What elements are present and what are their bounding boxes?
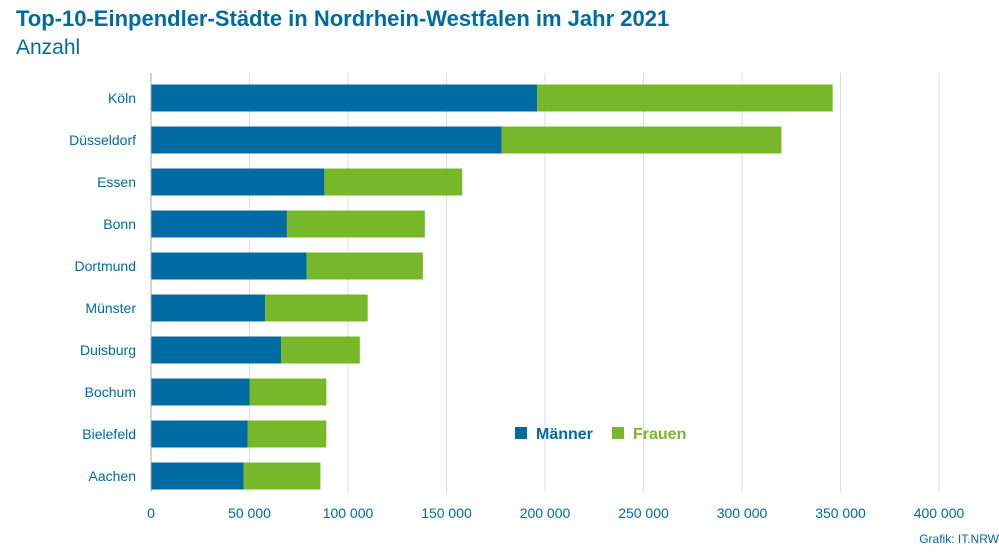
x-tick-label: 400 000	[914, 505, 965, 521]
category-label: Bochum	[85, 384, 136, 400]
legend-label-maenner: Männer	[536, 426, 593, 443]
category-label: Düsseldorf	[69, 132, 136, 148]
category-label: Duisburg	[80, 342, 136, 358]
x-tick-label: 350 000	[815, 505, 866, 521]
bar-maenner	[151, 168, 325, 196]
bar-frauen	[247, 420, 327, 448]
category-label: Essen	[97, 174, 136, 190]
x-tick-label: 300 000	[717, 505, 768, 521]
category-label: Bonn	[103, 216, 136, 232]
category-label: Dortmund	[75, 258, 136, 274]
category-label: Bielefeld	[82, 426, 136, 442]
bar-frauen	[265, 294, 368, 322]
bar-frauen	[537, 84, 833, 112]
bar-maenner	[151, 126, 502, 154]
legend-swatch-frauen	[612, 427, 624, 439]
legend-swatch-maenner	[515, 427, 527, 439]
category-label: Münster	[85, 300, 136, 316]
category-label: Aachen	[89, 468, 136, 484]
category-label: Köln	[108, 90, 136, 106]
bar-maenner	[151, 84, 538, 112]
source-credit: Grafik: IT.NRW	[919, 532, 999, 546]
x-tick-label: 0	[147, 505, 155, 521]
chart-subtitle: Anzahl	[16, 36, 81, 59]
bar-frauen	[243, 462, 321, 490]
bar-frauen	[249, 378, 327, 406]
bar-frauen	[324, 168, 463, 196]
bar-maenner	[151, 294, 266, 322]
x-tick-label: 100 000	[323, 505, 374, 521]
bar-maenner	[151, 462, 244, 490]
bar-maenner	[151, 378, 250, 406]
bar-maenner	[151, 420, 248, 448]
bar-maenner	[151, 252, 307, 280]
x-tick-label: 50 000	[228, 505, 271, 521]
x-tick-label: 250 000	[618, 505, 669, 521]
bar-frauen	[501, 126, 782, 154]
x-tick-label: 200 000	[520, 505, 571, 521]
x-tick-label: 150 000	[421, 505, 472, 521]
chart-title: Top-10-Einpendler-Städte in Nordrhein-We…	[16, 6, 670, 31]
bar-frauen	[306, 252, 423, 280]
bar-frauen	[281, 336, 360, 364]
bar-frauen	[286, 210, 425, 238]
bar-maenner	[151, 336, 282, 364]
bar-maenner	[151, 210, 287, 238]
legend-label-frauen: Frauen	[633, 426, 686, 443]
